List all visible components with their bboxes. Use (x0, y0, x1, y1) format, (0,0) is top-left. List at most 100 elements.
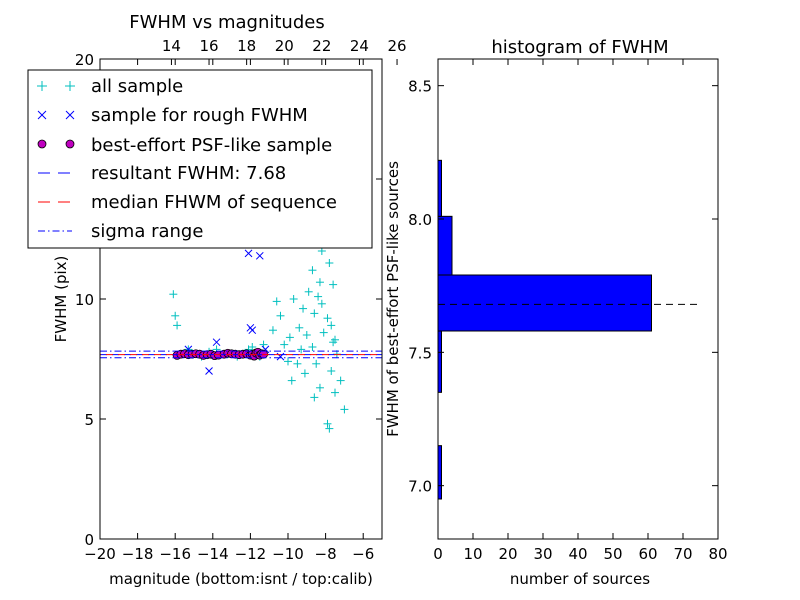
legend-item-rough-sample: sample for rough FWHM (37, 105, 308, 126)
legend-label: median FHWM of sequence (91, 192, 337, 213)
legend-item-sigma-range: sigma range (38, 221, 203, 242)
all-sample-point (310, 393, 319, 402)
x-tick-label: −16 (159, 545, 191, 563)
histogram-bar (437, 445, 442, 500)
all-sample-point (289, 295, 298, 303)
all-sample-point (300, 369, 309, 378)
all-sample-point (310, 309, 319, 318)
all-sample-point (287, 376, 296, 385)
rough-sample-point (212, 338, 221, 347)
legend-x-marker (37, 110, 75, 120)
histogram-ylabel: FWHM of best-effort PSF-like sources (384, 161, 402, 437)
all-sample-point (268, 326, 277, 335)
histogram-bar (437, 274, 652, 332)
histogram-bottom-axis: 0 10 20 30 40 50 60 70 80 (433, 59, 728, 563)
all-sample-point (315, 278, 324, 287)
rough-sample-point (276, 352, 285, 361)
histogram-panel: histogram of FWHM 0 10 20 30 40 50 60 70 80 7.07… (384, 37, 728, 588)
legend-item-resultant-fwhm: resultant FWHM: 7.68 (38, 163, 286, 184)
rough-sample-point (248, 326, 257, 335)
all-sample-point (317, 299, 326, 308)
all-sample-point (293, 359, 302, 368)
all-sample-point (327, 321, 336, 330)
y-tick-label: 8.0 (408, 211, 432, 229)
all-sample-point (329, 280, 338, 289)
y-tick-label: 7.5 (408, 344, 432, 362)
x-tick-label: −12 (235, 545, 267, 563)
all-sample-point (299, 304, 308, 313)
legend-box (27, 69, 373, 249)
all-sample-point (314, 292, 323, 301)
legend-item-all-sample: all sample (37, 76, 183, 97)
x-tick-label: 60 (638, 545, 657, 563)
top-tick-label: 22 (312, 37, 331, 55)
scatter-title: FWHM vs magnitudes (129, 12, 324, 33)
all-sample-point (340, 405, 349, 414)
all-sample-point (173, 321, 182, 330)
scatter-reference-lines (100, 350, 382, 359)
top-tick-label: 20 (275, 37, 294, 55)
x-tick-label: 0 (433, 545, 443, 563)
histogram-bars (437, 159, 652, 500)
all-sample-point (284, 357, 292, 366)
legend-item-psf-sample: best-effort PSF-like sample (37, 135, 332, 156)
top-tick-label: 18 (237, 37, 256, 55)
y-tick-label: 8.5 (408, 78, 432, 96)
legend-label: all sample (91, 76, 183, 97)
legend-circle-marker (65, 139, 75, 149)
scatter-bottom-axis: −20 −18 −16 −14 −12 −10 −8 −6 (84, 59, 374, 563)
rough-sample-point (205, 367, 213, 375)
all-sample-point (302, 331, 311, 339)
all-sample-point (323, 314, 332, 323)
scatter-panel: FWHM vs magnitudes 14 16 18 20 22 24 26 −20 −18… (27, 12, 407, 588)
x-tick-label: −8 (315, 545, 337, 563)
all-sample-point (304, 287, 313, 296)
top-tick-label: 14 (162, 37, 181, 55)
x-tick-label: 10 (463, 545, 482, 563)
histogram-bar (437, 330, 442, 393)
x-tick-label: −6 (352, 545, 374, 563)
all-sample-point (285, 333, 294, 342)
legend-plus-marker (37, 81, 75, 91)
legend-label: sigma range (91, 221, 203, 242)
all-sample-point (276, 311, 285, 320)
histogram-left-axis: 7.0 7.5 8.0 8.5 (408, 78, 718, 496)
legend-label: resultant FWHM: 7.68 (91, 163, 286, 184)
top-tick-label: 26 (387, 37, 406, 55)
rough-sample-point (255, 251, 264, 260)
x-tick-label: 70 (673, 545, 692, 563)
scatter-legend: all sample sample for rough FWHM best-ef… (27, 69, 373, 249)
all-sample-point (325, 424, 334, 433)
scatter-xlabel: magnitude (bottom:isnt / top:calib) (109, 570, 373, 588)
x-tick-label: 50 (603, 545, 622, 563)
histogram-bar (437, 215, 453, 276)
top-tick-label: 16 (199, 37, 218, 55)
histogram-bar (437, 159, 442, 217)
legend-item-median-fwhm: median FHWM of sequence (38, 192, 337, 213)
x-tick-label: −20 (84, 545, 116, 563)
all-sample-point (331, 335, 339, 344)
scatter-top-axis: 14 16 18 20 22 24 26 (162, 37, 407, 65)
y-tick-label: 7.0 (408, 478, 432, 496)
top-tick-label: 24 (350, 37, 369, 55)
x-tick-label: −18 (122, 545, 154, 563)
all-sample-point (295, 323, 304, 332)
legend-label: best-effort PSF-like sample (91, 135, 332, 156)
all-sample-point (327, 367, 336, 375)
rough-sample-point (244, 249, 253, 258)
all-sample-point (169, 290, 178, 299)
y-tick-label: 20 (75, 51, 94, 69)
all-sample-point (319, 328, 328, 337)
all-sample-point (272, 297, 281, 306)
all-sample-point (312, 359, 321, 368)
x-tick-label: 20 (498, 545, 517, 563)
x-tick-label: 40 (568, 545, 587, 563)
y-tick-label: 10 (75, 291, 94, 309)
y-tick-label: 0 (84, 531, 94, 549)
all-sample-point (336, 376, 345, 385)
all-sample-point (248, 343, 257, 351)
histogram-xlabel: number of sources (510, 570, 650, 588)
all-sample-point (297, 345, 306, 354)
x-tick-label: 30 (533, 545, 552, 563)
